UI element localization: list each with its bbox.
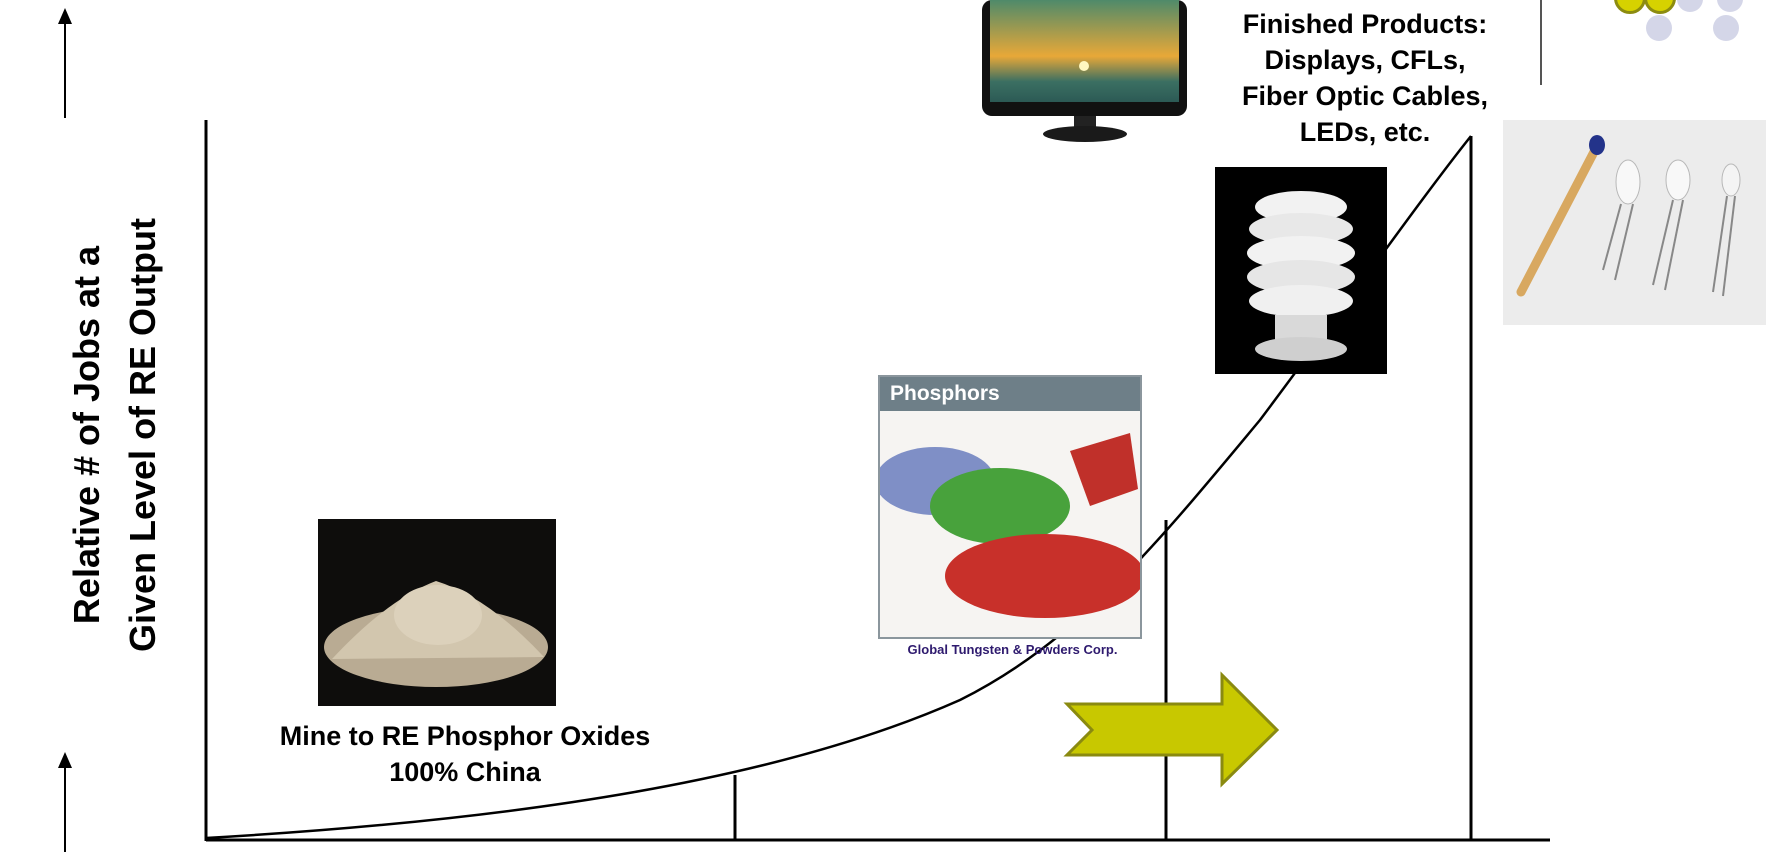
mine-stage-line1: Mine to RE Phosphor Oxides (279, 721, 651, 751)
cfl-bulb-photo (1215, 167, 1387, 374)
oxide-powder-photo (318, 519, 556, 706)
forward-arrow-icon (1063, 671, 1280, 788)
mine-stage-line2: 100% China (389, 757, 541, 787)
y-axis-upper-arrow (58, 8, 72, 118)
dot-yellow-2 (1644, 0, 1676, 14)
phosphors-credit: Global Tungsten & Powders Corp. (907, 642, 1118, 657)
decorative-dots (1540, 0, 1766, 88)
dot-grey-3 (1646, 15, 1672, 41)
finished-line2: Displays, CFLs, (1264, 45, 1466, 75)
phosphors-header: Phosphors (880, 377, 1140, 411)
divider-line (1540, 0, 1542, 85)
y-axis-label: Relative # of Jobs at a Given Level of R… (59, 125, 169, 745)
finished-line4: LEDs, etc. (1299, 117, 1431, 147)
led-match-photo (1503, 120, 1766, 325)
dot-yellow-1 (1614, 0, 1646, 14)
dot-grey-4 (1713, 15, 1739, 41)
phosphor-powders-photo: Phosphors (878, 375, 1142, 639)
finished-products-label: Finished Products: Displays, CFLs, Fiber… (1195, 6, 1535, 150)
finished-line3: Fiber Optic Cables, (1241, 81, 1489, 111)
dot-grey-2 (1717, 0, 1743, 12)
finished-line1: Finished Products: (1242, 9, 1488, 39)
mine-stage-label: Mine to RE Phosphor Oxides 100% China (230, 718, 700, 790)
monitor-photo (982, 0, 1187, 145)
y-axis-label-line1: Relative # of Jobs at a (66, 245, 107, 625)
y-axis-label-line2: Given Level of RE Output (122, 217, 163, 653)
dot-grey-1 (1677, 0, 1703, 12)
y-axis-lower-arrow (58, 752, 72, 852)
